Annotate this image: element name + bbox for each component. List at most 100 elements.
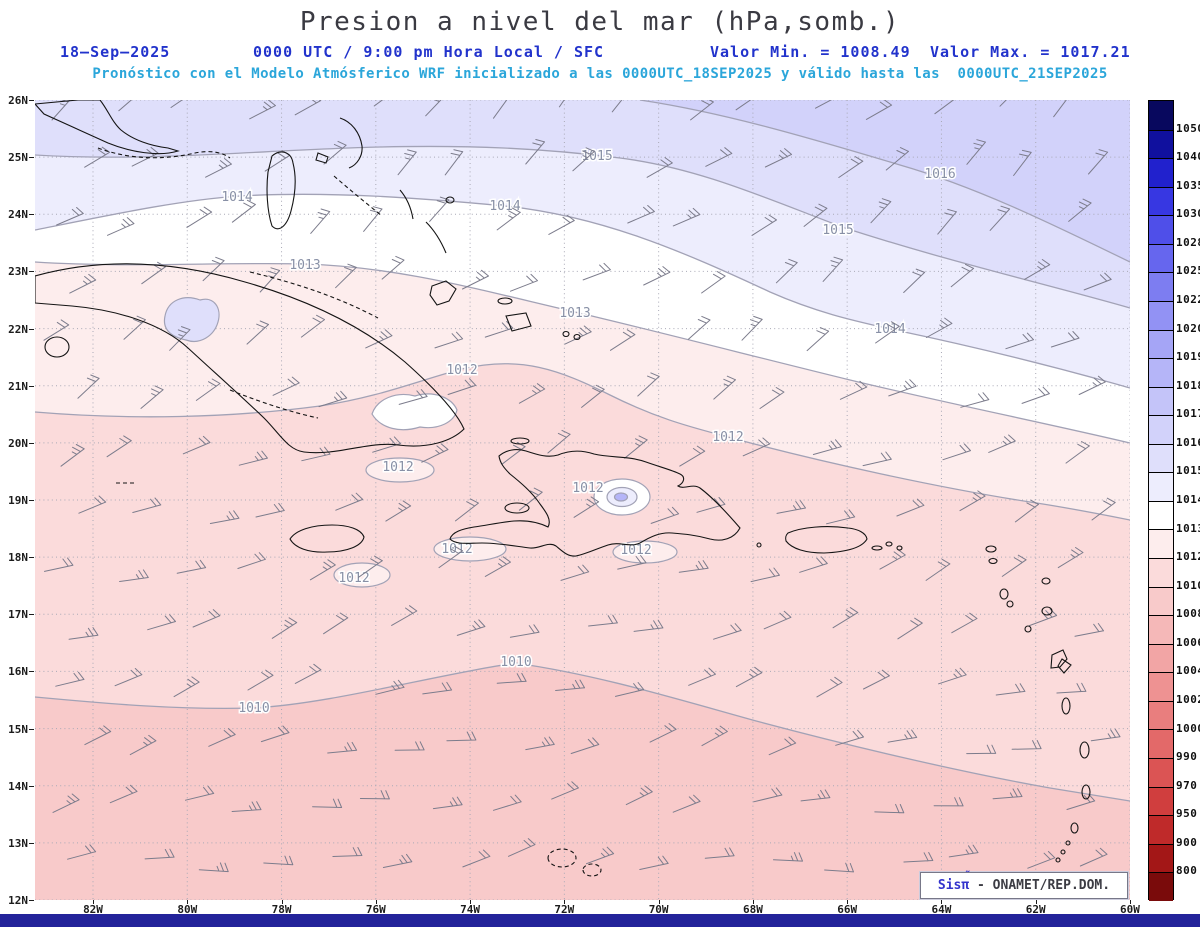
colorbar-swatch	[1149, 672, 1173, 701]
bank-contour-batabano	[163, 297, 220, 342]
lat-axis-label: 24N	[8, 208, 28, 222]
colorbar-label: 1013	[1176, 521, 1200, 535]
contour-label: 1012	[441, 542, 472, 557]
bank-contour-jardines	[371, 393, 458, 431]
lon-tick	[847, 900, 849, 904]
colorbar-label: 1018	[1176, 378, 1200, 392]
colorbar-swatch	[1149, 872, 1173, 901]
colorbar-swatch	[1149, 558, 1173, 587]
coastline-bahamas	[266, 117, 581, 340]
lon-axis-label: 82W	[83, 903, 103, 916]
colorbar-swatch	[1149, 272, 1173, 301]
colorbar-label: 1035	[1176, 178, 1200, 192]
lon-tick	[564, 900, 566, 904]
lat-axis-label: 14N	[8, 779, 28, 793]
lat-axis-label: 17N	[8, 608, 28, 622]
colorbar	[1148, 100, 1174, 901]
contour-label: 1016	[924, 167, 955, 182]
lat-tick	[29, 271, 34, 273]
lat-tick	[29, 442, 34, 444]
lat-tick	[29, 385, 34, 387]
lat-tick	[29, 157, 34, 159]
lat-axis-label: 23N	[8, 265, 28, 279]
lon-tick	[281, 900, 283, 904]
contour-label: 1012	[712, 430, 743, 445]
colorbar-label: 1010	[1176, 578, 1200, 592]
coastline-lesser-antilles	[756, 541, 1091, 899]
colorbar-label: 950	[1176, 807, 1198, 821]
lat-tick	[29, 785, 34, 787]
grid-lines	[35, 100, 1130, 900]
colorbar-label: 1000	[1176, 721, 1200, 735]
colorbar-label: 1015	[1176, 464, 1200, 478]
colorbar-label: 1030	[1176, 207, 1200, 221]
colorbar-label: 800	[1176, 864, 1198, 878]
lon-axis-label: 74W	[460, 903, 481, 916]
colorbar-swatch	[1149, 300, 1173, 330]
lon-axis-label: 62W	[1025, 903, 1046, 916]
colorbar-label: 1020	[1176, 321, 1200, 335]
colorbar-label: 990	[1176, 750, 1198, 764]
lat-axis-label: 13N	[8, 836, 28, 850]
colorbar-label: 1016	[1176, 435, 1200, 449]
colorbar-swatch	[1149, 643, 1173, 673]
lat-axis-label: 25N	[8, 151, 28, 165]
colorbar-swatch	[1149, 729, 1173, 758]
contour-label: 1012	[620, 543, 651, 558]
colorbar-label: 1008	[1176, 607, 1200, 621]
contour-label: 1015	[822, 223, 853, 238]
contour-label: 1012	[446, 363, 477, 378]
lat-tick	[29, 557, 34, 559]
lat-axis-label: 26N	[8, 94, 28, 107]
wind-barb-layer	[43, 100, 1121, 873]
colorbar-swatch	[1149, 186, 1173, 216]
lon-axis-label: 70W	[648, 903, 669, 916]
colorbar-label: 900	[1176, 835, 1198, 849]
lon-tick	[1129, 900, 1131, 904]
attribution-text: - ONAMET/REP.DOM.	[969, 878, 1111, 893]
lat-tick	[29, 328, 34, 330]
colorbar-label: 1012	[1176, 550, 1200, 564]
lon-tick	[375, 900, 377, 904]
lon-axis-label: 76W	[365, 903, 386, 916]
lat-tick	[29, 214, 34, 216]
colorbar-label: 1006	[1176, 635, 1200, 649]
colorbar-swatch	[1149, 243, 1173, 273]
header-date: 18–Sep–2025	[60, 43, 171, 61]
lon-axis-label: 68W	[742, 903, 763, 916]
coastline-hispaniola	[449, 449, 741, 557]
colorbar-swatch	[1149, 586, 1173, 616]
lat-axis-label: 16N	[8, 665, 28, 679]
weather-map: 1015 1016 1014 1014 1015 1013 1013 1014 1012 1012…	[35, 100, 1130, 900]
coastline-cuba	[35, 263, 465, 454]
lon-axis-label: 60W	[1120, 903, 1140, 916]
lat-axis-label: 19N	[8, 493, 28, 507]
contour-1012	[35, 363, 1130, 521]
colorbar-swatch	[1149, 757, 1173, 787]
attribution-box: Sis π ˜ - ONAMET/REP.DOM.	[920, 869, 1128, 899]
colorbar-swatch	[1149, 843, 1173, 873]
contour-1010	[35, 662, 1130, 802]
contour-label: 1012	[572, 481, 603, 496]
lon-tick	[470, 900, 472, 904]
coastline-jamaica	[289, 524, 365, 553]
coastline-banks-and-keys	[97, 147, 602, 877]
colorbar-swatch	[1149, 529, 1173, 558]
colorbar-swatch	[1149, 129, 1173, 159]
colorbar-label: 1017	[1176, 407, 1200, 421]
lat-tick	[29, 728, 34, 730]
coastline-florida	[35, 100, 180, 155]
contour-label: 1012	[382, 460, 413, 475]
contour-label: 1015	[581, 149, 612, 164]
contour-label: 1014	[489, 199, 520, 214]
pressure-low-center	[613, 492, 629, 502]
attribution-sis: Sis	[937, 878, 962, 893]
lat-axis-label: 18N	[8, 551, 28, 565]
lon-tick	[941, 900, 943, 904]
band-1016-plus	[640, 100, 1130, 262]
lon-axis-label: 64W	[931, 903, 952, 916]
contour-label: 1010	[500, 655, 531, 670]
lon-tick	[187, 900, 189, 904]
colorbar-swatch	[1149, 386, 1173, 416]
contour-1016	[639, 100, 1130, 263]
